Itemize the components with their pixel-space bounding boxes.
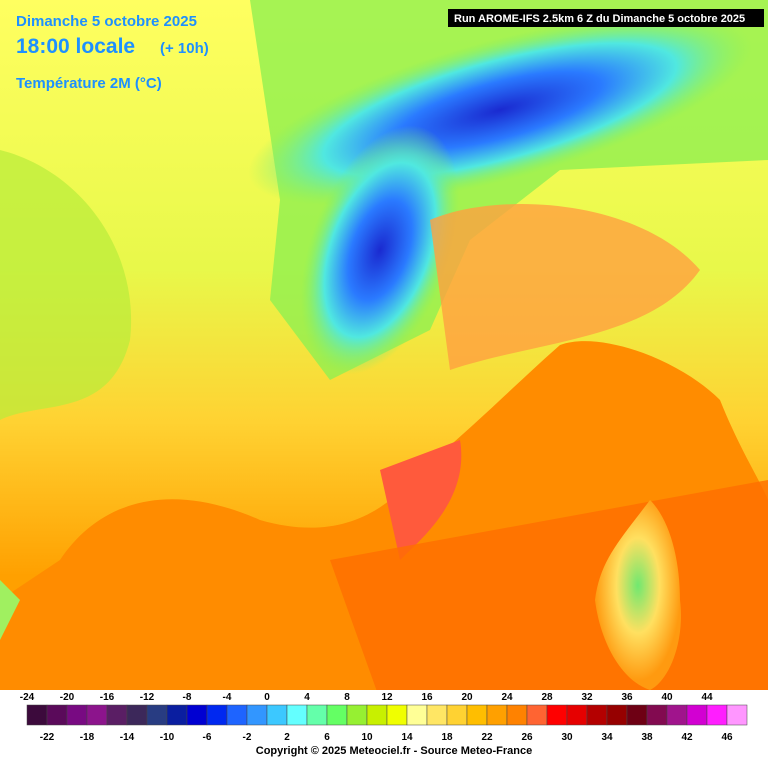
color-legend: -24-22-20-18-16-14-12-10-8-6-4-202468101… xyxy=(20,692,748,743)
run-info: Run AROME-IFS 2.5km 6 Z du Dimanche 5 oc… xyxy=(454,13,745,25)
color-swatch xyxy=(306,704,328,726)
scale-label: 16 xyxy=(421,692,433,703)
scale-label: 10 xyxy=(361,732,373,743)
offset: (+ 10h) xyxy=(160,40,209,57)
scale-label: 6 xyxy=(324,732,330,743)
color-swatch xyxy=(666,704,688,726)
scale-label: 46 xyxy=(721,732,733,743)
color-swatch xyxy=(566,704,588,726)
scale-label: -20 xyxy=(60,692,75,703)
color-swatch xyxy=(266,704,288,726)
color-swatch xyxy=(526,704,548,726)
color-swatch xyxy=(226,704,248,726)
color-swatch xyxy=(726,704,748,726)
color-swatch xyxy=(406,704,428,726)
scale-label: -22 xyxy=(40,732,55,743)
scale-label: -12 xyxy=(140,692,155,703)
time: 18:00 locale xyxy=(16,35,135,58)
color-swatch xyxy=(506,704,528,726)
corsica xyxy=(595,500,681,690)
scale-label: 44 xyxy=(701,692,713,703)
scale-label: 0 xyxy=(264,692,270,703)
scale-label: 8 xyxy=(344,692,350,703)
scale-label: 12 xyxy=(381,692,393,703)
color-swatch xyxy=(586,704,608,726)
color-swatch xyxy=(186,704,208,726)
scale-label: 4 xyxy=(304,692,310,703)
scale-label: 42 xyxy=(681,732,693,743)
scale-label: -4 xyxy=(223,692,232,703)
color-swatch xyxy=(606,704,628,726)
color-swatch xyxy=(166,704,188,726)
color-swatch xyxy=(86,704,108,726)
scale-label: -10 xyxy=(160,732,175,743)
color-swatch xyxy=(286,704,308,726)
run-box xyxy=(448,9,764,27)
scale-label: 18 xyxy=(441,732,453,743)
iberia xyxy=(0,580,20,640)
warm-sea xyxy=(380,440,462,560)
color-swatch xyxy=(386,704,408,726)
color-swatch xyxy=(706,704,728,726)
date: Dimanche 5 octobre 2025 xyxy=(16,13,197,30)
green-zone xyxy=(0,150,132,420)
copyright: Copyright © 2025 Meteociel.fr - Source M… xyxy=(256,745,532,757)
scale-label: 14 xyxy=(401,732,413,743)
scale-label: -18 xyxy=(80,732,95,743)
color-swatch xyxy=(346,704,368,726)
color-swatch xyxy=(326,704,348,726)
color-swatch xyxy=(206,704,228,726)
alps xyxy=(300,125,460,375)
scale-label: -8 xyxy=(183,692,192,703)
scale-label: 38 xyxy=(641,732,653,743)
color-swatch xyxy=(426,704,448,726)
po-valley xyxy=(430,204,700,370)
color-swatch xyxy=(686,704,708,726)
scale-label: 36 xyxy=(621,692,633,703)
scale-label: 40 xyxy=(661,692,673,703)
color-swatch xyxy=(26,704,48,726)
scale-label: -24 xyxy=(20,692,35,703)
scale-label: -14 xyxy=(120,732,135,743)
scale-label: 24 xyxy=(501,692,513,703)
color-swatch xyxy=(646,704,668,726)
scale-label: 2 xyxy=(284,732,290,743)
scale-label: -2 xyxy=(243,732,252,743)
color-swatch xyxy=(446,704,468,726)
color-swatch xyxy=(46,704,68,726)
scale-label: 20 xyxy=(461,692,473,703)
scale-label: 26 xyxy=(521,732,533,743)
scale-label: 34 xyxy=(601,732,613,743)
color-swatch xyxy=(66,704,88,726)
color-swatch xyxy=(466,704,488,726)
color-swatch xyxy=(366,704,388,726)
legend-bg xyxy=(0,690,768,768)
scale-label: 30 xyxy=(561,732,573,743)
color-swatch xyxy=(486,704,508,726)
color-swatch xyxy=(626,704,648,726)
scale-label: 28 xyxy=(541,692,553,703)
color-swatch xyxy=(146,704,168,726)
color-swatch xyxy=(246,704,268,726)
scale-label: -16 xyxy=(100,692,115,703)
scale-label: 22 xyxy=(481,732,493,743)
field: Température 2M (°C) xyxy=(16,75,162,92)
color-swatch xyxy=(546,704,568,726)
scale-label: -6 xyxy=(203,732,212,743)
color-swatch xyxy=(106,704,128,726)
scale-label: 32 xyxy=(581,692,593,703)
color-swatch xyxy=(126,704,148,726)
